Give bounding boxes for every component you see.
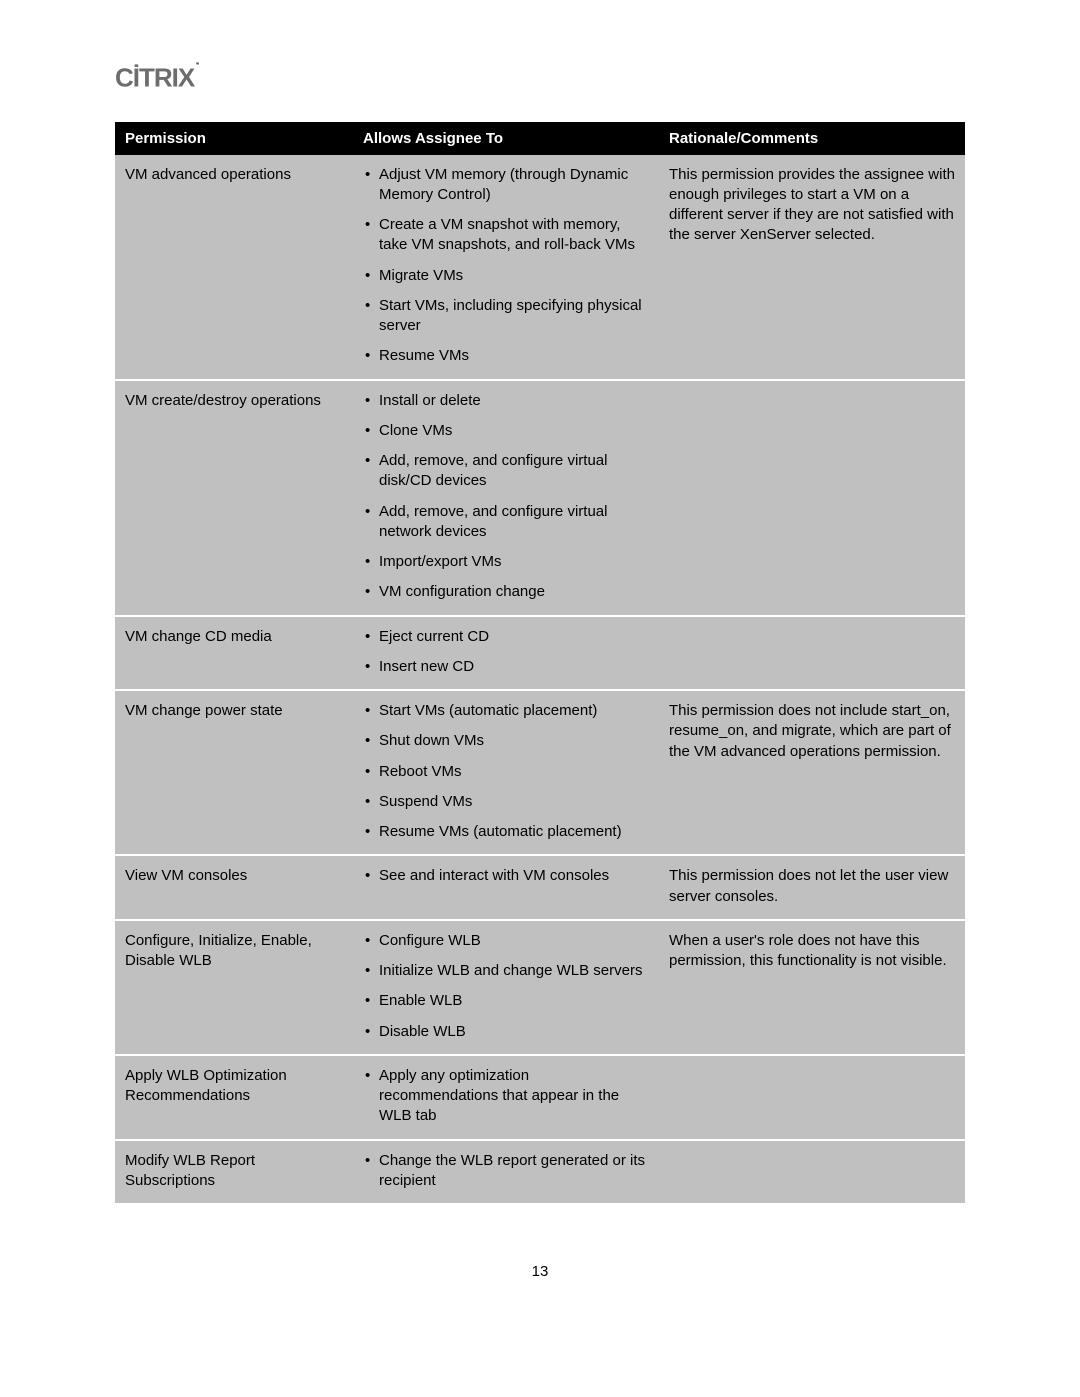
table-row: VM create/destroy operationsInstall or d… — [115, 380, 965, 616]
allows-item: Migrate VMs — [379, 266, 649, 296]
allows-item: Start VMs, including specifying physical… — [379, 296, 649, 347]
logo-dot-icon: ˙ — [194, 60, 200, 82]
allows-item: Initialize WLB and change WLB servers — [379, 961, 649, 991]
cell-rationale — [659, 1055, 965, 1140]
allows-item: Resume VMs (automatic placement) — [379, 822, 649, 842]
cell-permission: Modify WLB Report Subscriptions — [115, 1140, 353, 1204]
cell-permission: VM advanced operations — [115, 155, 353, 380]
brand-logo: CİTRIX˙ — [115, 60, 965, 94]
table-row: VM change CD mediaEject current CDInsert… — [115, 616, 965, 691]
allows-item: Resume VMs — [379, 346, 649, 366]
permissions-table: Permission Allows Assignee To Rationale/… — [115, 122, 965, 1204]
document-page: CİTRIX˙ Permission Allows Assignee To Ra… — [0, 0, 1080, 1320]
allows-list: Start VMs (automatic placement)Shut down… — [363, 701, 649, 842]
table-row: View VM consoles See and interact with VM… — [115, 855, 965, 920]
table-row: Modify WLB Report Subscriptions Change th… — [115, 1140, 965, 1204]
allows-item: Reboot VMs — [379, 762, 649, 792]
allows-list: Change the WLB report generated or its r… — [363, 1151, 649, 1192]
table-row: Apply WLB Optimization Recommendations Ap… — [115, 1055, 965, 1140]
allows-item: Apply any optimization recommendations t… — [379, 1066, 649, 1127]
header-rationale: Rationale/Comments — [659, 122, 965, 155]
allows-list: Eject current CDInsert new CD — [363, 627, 649, 678]
allows-item: Suspend VMs — [379, 792, 649, 822]
cell-allows: Install or deleteClone VMsAdd, remove, a… — [353, 380, 659, 616]
header-allows: Allows Assignee To — [353, 122, 659, 155]
allows-item: Add, remove, and configure virtual disk/… — [379, 451, 649, 502]
cell-allows: Start VMs (automatic placement)Shut down… — [353, 690, 659, 855]
allows-list: Install or deleteClone VMsAdd, remove, a… — [363, 391, 649, 603]
allows-item: Insert new CD — [379, 657, 649, 677]
allows-item: Disable WLB — [379, 1022, 649, 1042]
cell-allows: Eject current CDInsert new CD — [353, 616, 659, 691]
cell-permission: VM create/destroy operations — [115, 380, 353, 616]
allows-list: Configure WLBInitialize WLB and change W… — [363, 931, 649, 1042]
allows-item: Enable WLB — [379, 991, 649, 1021]
table-header-row: Permission Allows Assignee To Rationale/… — [115, 122, 965, 155]
allows-item: Change the WLB report generated or its r… — [379, 1151, 649, 1192]
cell-allows: See and interact with VM consoles — [353, 855, 659, 920]
allows-item: Add, remove, and configure virtual netwo… — [379, 502, 649, 553]
allows-item: Shut down VMs — [379, 731, 649, 761]
cell-rationale: This permission provides the assignee wi… — [659, 155, 965, 380]
cell-allows: Configure WLBInitialize WLB and change W… — [353, 920, 659, 1055]
cell-permission: Configure, Initialize, Enable, Disable W… — [115, 920, 353, 1055]
allows-list: Adjust VM memory (through Dynamic Memory… — [363, 165, 649, 367]
allows-item: Start VMs (automatic placement) — [379, 701, 649, 731]
page-number: 13 — [115, 1263, 965, 1280]
allows-item: VM configuration change — [379, 582, 649, 602]
allows-item: Eject current CD — [379, 627, 649, 657]
cell-rationale — [659, 616, 965, 691]
cell-rationale: This permission does not include start_o… — [659, 690, 965, 855]
cell-rationale — [659, 1140, 965, 1204]
cell-allows: Adjust VM memory (through Dynamic Memory… — [353, 155, 659, 380]
cell-permission: View VM consoles — [115, 855, 353, 920]
cell-rationale: When a user's role does not have this pe… — [659, 920, 965, 1055]
cell-allows: Apply any optimization recommendations t… — [353, 1055, 659, 1140]
allows-list: See and interact with VM consoles — [363, 866, 649, 886]
allows-item: See and interact with VM consoles — [379, 866, 649, 886]
logo-text: CİTRIX — [115, 63, 194, 93]
allows-item: Import/export VMs — [379, 552, 649, 582]
allows-list: Apply any optimization recommendations t… — [363, 1066, 649, 1127]
header-permission: Permission — [115, 122, 353, 155]
allows-item: Create a VM snapshot with memory, take V… — [379, 215, 649, 266]
table-row: VM change power stateStart VMs (automati… — [115, 690, 965, 855]
cell-rationale: This permission does not let the user vi… — [659, 855, 965, 920]
cell-permission: Apply WLB Optimization Recommendations — [115, 1055, 353, 1140]
allows-item: Configure WLB — [379, 931, 649, 961]
table-row: VM advanced operations Adjust VM memory (… — [115, 155, 965, 380]
allows-item: Adjust VM memory (through Dynamic Memory… — [379, 165, 649, 216]
cell-permission: VM change CD media — [115, 616, 353, 691]
table-row: Configure, Initialize, Enable, Disable W… — [115, 920, 965, 1055]
cell-rationale — [659, 380, 965, 616]
cell-allows: Change the WLB report generated or its r… — [353, 1140, 659, 1204]
allows-item: Install or delete — [379, 391, 649, 421]
cell-permission: VM change power state — [115, 690, 353, 855]
allows-item: Clone VMs — [379, 421, 649, 451]
